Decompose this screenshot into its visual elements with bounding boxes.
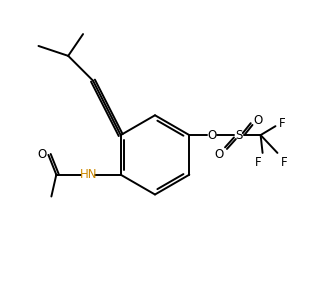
Text: O: O — [207, 128, 217, 142]
Text: HN: HN — [80, 168, 98, 181]
Text: F: F — [255, 156, 262, 169]
Text: F: F — [279, 117, 286, 130]
Text: S: S — [235, 128, 243, 142]
Text: O: O — [214, 148, 224, 161]
Text: O: O — [253, 114, 262, 127]
Text: F: F — [281, 156, 288, 169]
Text: O: O — [38, 148, 47, 161]
